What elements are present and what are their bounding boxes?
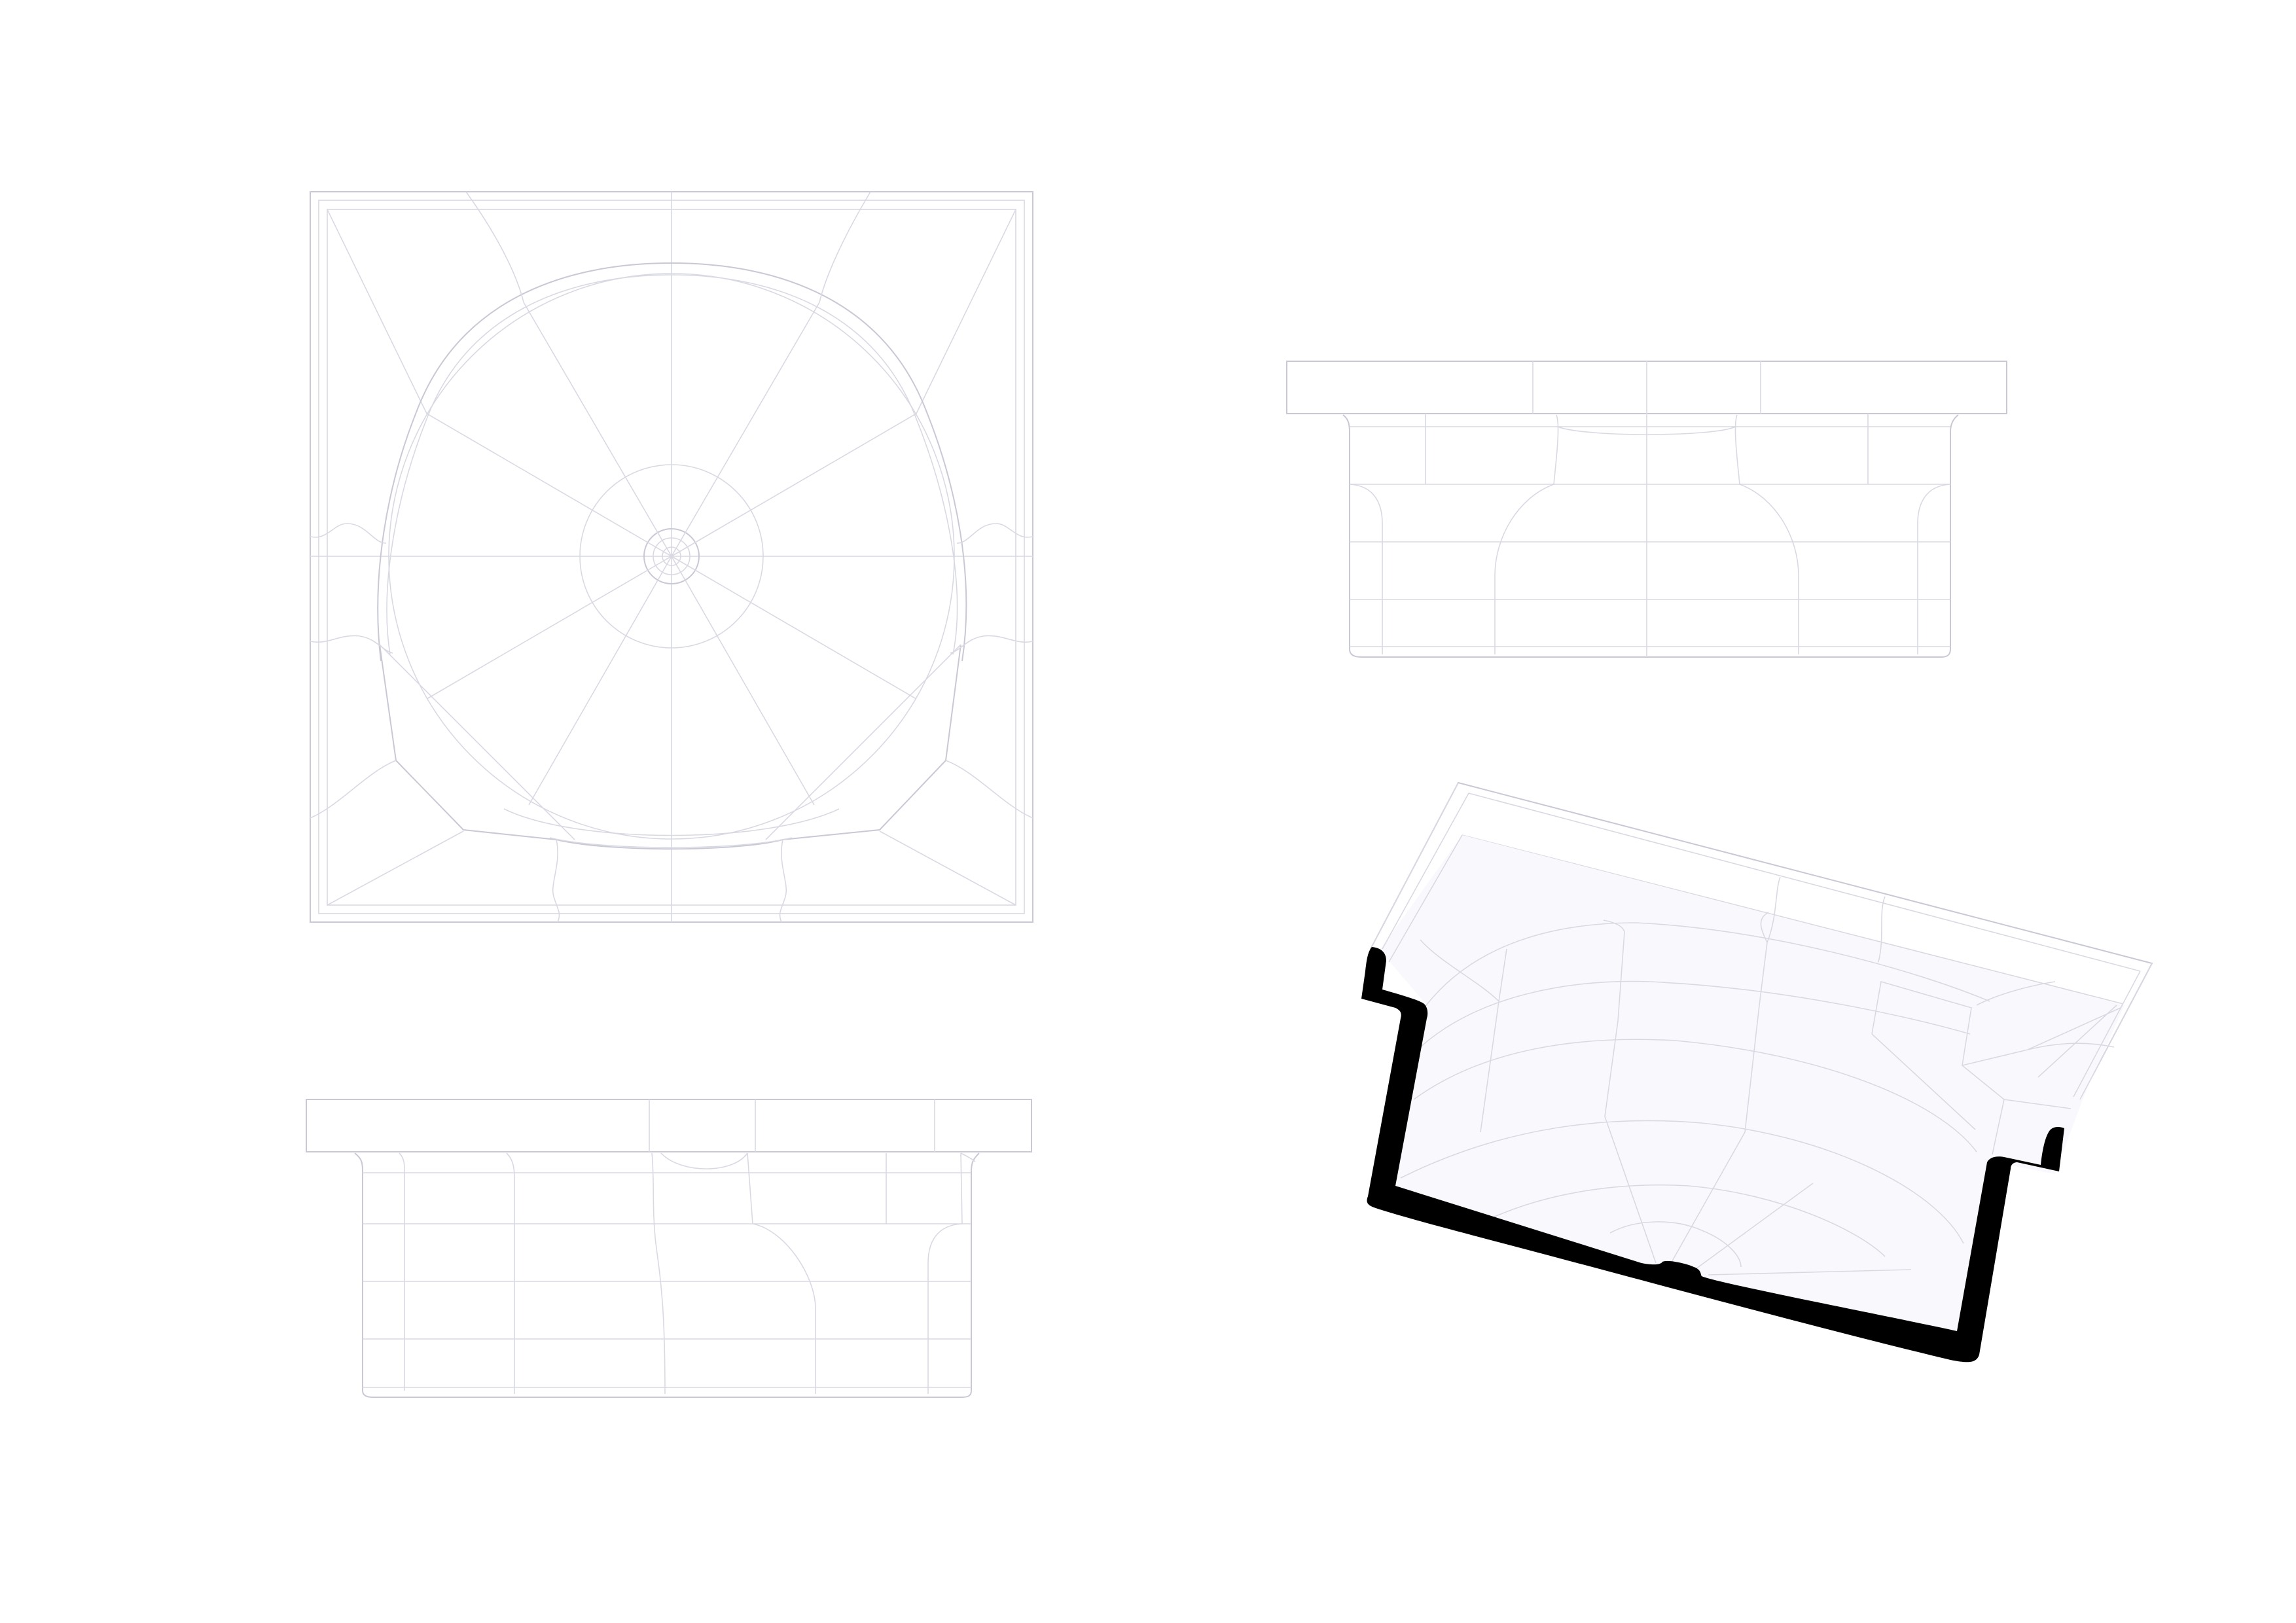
front-elevation-view	[306, 1099, 1032, 1398]
side-elevation-view	[1286, 361, 2007, 658]
section-perspective-view	[1361, 781, 2153, 1363]
plan-view	[310, 191, 1033, 923]
